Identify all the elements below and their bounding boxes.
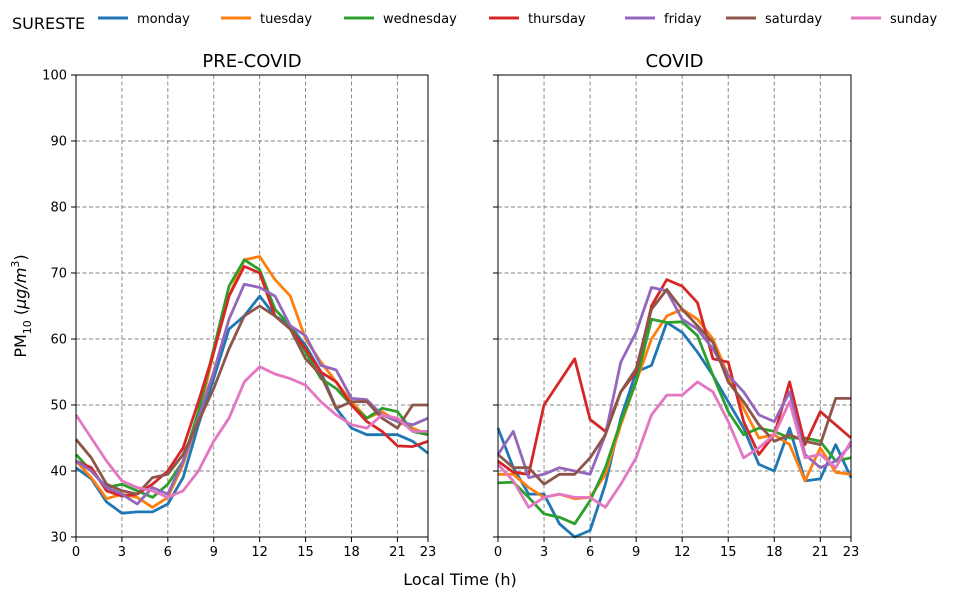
y-tick-label: 100 bbox=[42, 69, 67, 84]
series-line-thursday bbox=[497, 278, 852, 476]
series-line-sunday bbox=[74, 365, 428, 499]
series-line-sunday bbox=[496, 380, 853, 509]
series-line-thursday bbox=[75, 264, 429, 498]
legend-label-saturday: saturday bbox=[765, 12, 822, 27]
x-tick-label: 6 bbox=[164, 545, 172, 560]
series-line-saturday bbox=[497, 288, 851, 486]
legend-item-monday: monday bbox=[98, 12, 190, 27]
x-tick-label: 9 bbox=[632, 545, 640, 560]
y-axis-label-part: 10 bbox=[21, 320, 34, 334]
legend-item-thursday: thursday bbox=[489, 12, 586, 27]
x-tick-label: 3 bbox=[118, 545, 126, 560]
y-axis-label-part: ( bbox=[11, 309, 30, 320]
y-axis-label-part: / bbox=[11, 282, 30, 291]
series-line-wednesday bbox=[74, 258, 429, 499]
x-tick-label: 0 bbox=[72, 545, 80, 560]
legend-item-saturday: saturday bbox=[726, 12, 822, 27]
y-tick-label: 30 bbox=[50, 531, 67, 546]
y-tick-label: 70 bbox=[50, 267, 67, 282]
x-tick-label: 12 bbox=[674, 545, 691, 560]
y-tick-label: 50 bbox=[50, 399, 67, 414]
x-tick-label: 21 bbox=[812, 545, 829, 560]
series-line-tuesday bbox=[74, 255, 429, 509]
x-tick-label: 21 bbox=[389, 545, 406, 560]
legend-item-sunday: sunday bbox=[851, 12, 937, 27]
panel-covid-frame bbox=[497, 74, 852, 538]
y-axis-label-part: μg bbox=[11, 289, 30, 310]
x-tick-label: 15 bbox=[297, 545, 314, 560]
legend-label-monday: monday bbox=[137, 12, 190, 27]
panel-pre-covid-frame bbox=[75, 74, 429, 538]
y-axis-label: PM10 (μg/m3) bbox=[9, 254, 34, 357]
panel-covid-title: COVID bbox=[646, 51, 704, 72]
legend-label-tuesday: tuesday bbox=[260, 12, 312, 27]
y-tick-label: 60 bbox=[50, 333, 67, 348]
x-axis-label: Local Time (h) bbox=[403, 570, 516, 589]
series-line-wednesday bbox=[497, 317, 852, 526]
y-axis-label-part: 3 bbox=[9, 261, 22, 268]
figure-suptitle: SURESTE bbox=[12, 14, 85, 33]
y-tick-label: 80 bbox=[50, 201, 67, 216]
series-line-friday bbox=[75, 282, 429, 506]
legend-item-wednesday: wednesday bbox=[344, 12, 457, 27]
x-tick-label: 18 bbox=[343, 545, 360, 560]
x-tick-label: 3 bbox=[540, 545, 548, 560]
legend-label-sunday: sunday bbox=[890, 12, 937, 27]
x-tick-label: 15 bbox=[720, 545, 737, 560]
panel-pre-covid-title: PRE-COVID bbox=[202, 51, 301, 72]
legend-item-tuesday: tuesday bbox=[221, 12, 312, 27]
y-axis-label-part: m bbox=[11, 268, 30, 284]
panel-covid: COVID 0 3 6 9 12 15 18 21 23 bbox=[493, 51, 859, 560]
x-tick-label: 6 bbox=[586, 545, 594, 560]
y-axis-label-part: ) bbox=[11, 254, 30, 260]
x-tick-label: 12 bbox=[251, 545, 268, 560]
legend-item-friday: friday bbox=[625, 12, 702, 27]
x-tick-label: 23 bbox=[420, 545, 437, 560]
panel-pre-covid: PRE-COVID 0 3 6 9 12 15 18 21 23 30 40 50 60 70 80 90 100 bbox=[42, 51, 436, 560]
series-line-monday bbox=[75, 294, 429, 515]
series-line-friday bbox=[496, 286, 853, 480]
x-tick-label: 18 bbox=[766, 545, 783, 560]
x-tick-label: 9 bbox=[210, 545, 218, 560]
series-line-saturday bbox=[74, 304, 428, 496]
legend-label-thursday: thursday bbox=[528, 12, 586, 27]
y-tick-label: 40 bbox=[50, 465, 67, 480]
x-tick-label: 0 bbox=[494, 545, 502, 560]
x-tick-label: 23 bbox=[843, 545, 860, 560]
y-tick-label: 90 bbox=[50, 135, 67, 150]
legend-label-wednesday: wednesday bbox=[383, 12, 457, 27]
y-axis-label-part: PM bbox=[11, 334, 30, 357]
legend-label-friday: friday bbox=[664, 12, 702, 27]
